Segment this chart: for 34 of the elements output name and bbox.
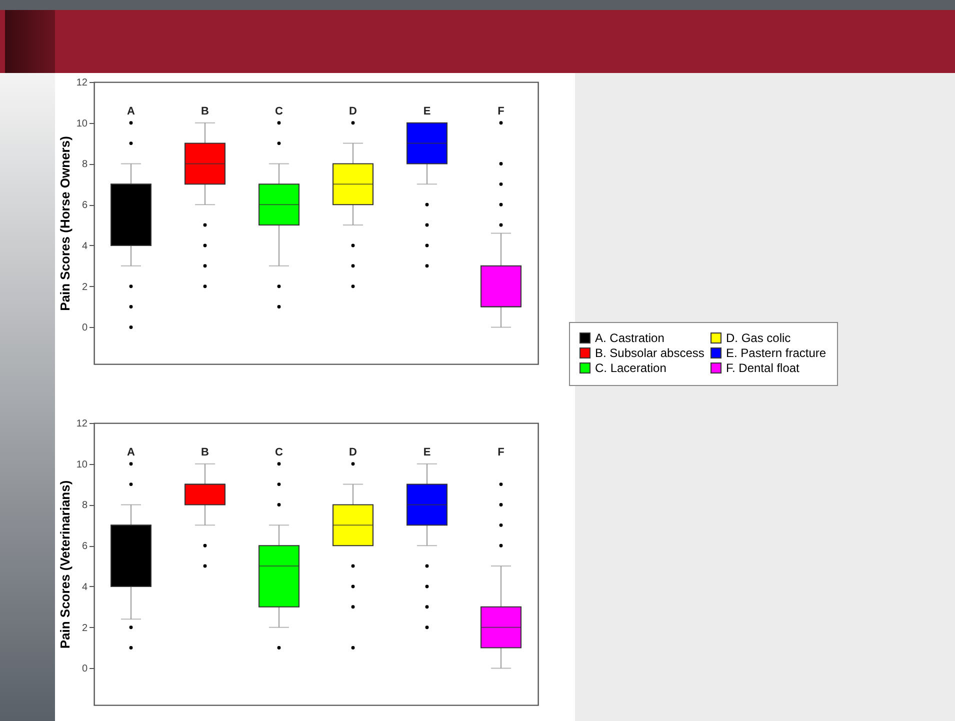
y-tick-label: 2	[82, 622, 88, 634]
y-tick-label: 12	[76, 418, 88, 430]
x-tick-label: E	[423, 106, 431, 118]
x-tick-label: D	[349, 446, 358, 458]
x-tick-label: A	[127, 106, 136, 118]
y-tick-label: 10	[76, 118, 88, 130]
x-tick-label: A	[127, 446, 136, 458]
legend-label: F. Dental float	[726, 361, 800, 375]
legend-label: C. Laceration	[595, 361, 666, 375]
y-axis-title: Pain Scores (Veterinarians)	[57, 480, 72, 649]
legend-label: D. Gas colic	[726, 331, 791, 345]
y-tick-label: 8	[82, 159, 88, 170]
y-tick-label: 6	[82, 200, 88, 212]
y-tick-label: 2	[82, 282, 88, 293]
x-tick-label: C	[275, 106, 284, 118]
x-tick-label: D	[349, 106, 358, 118]
x-tick-label: F	[498, 106, 505, 118]
y-axis-title: Pain Scores (Horse Owners)	[57, 136, 72, 311]
y-tick-label: 0	[82, 664, 88, 675]
x-tick-label: E	[423, 446, 431, 458]
x-tick-label: B	[201, 446, 210, 458]
y-tick-label: 10	[76, 459, 88, 470]
y-tick-label: 12	[76, 78, 88, 88]
x-tick-label: F	[498, 446, 505, 458]
legend-label: A. Castration	[595, 331, 664, 345]
legend-label: B. Subsolar abscess	[595, 346, 704, 360]
y-tick-label: 8	[82, 500, 88, 512]
y-tick-label: 4	[82, 240, 88, 252]
y-tick-label: 0	[82, 322, 88, 334]
legend-label: E. Pastern fracture	[726, 346, 826, 360]
y-tick-label: 6	[82, 541, 88, 552]
x-tick-label: B	[201, 106, 210, 118]
y-tick-label: 4	[82, 582, 88, 593]
x-tick-label: C	[275, 446, 284, 458]
